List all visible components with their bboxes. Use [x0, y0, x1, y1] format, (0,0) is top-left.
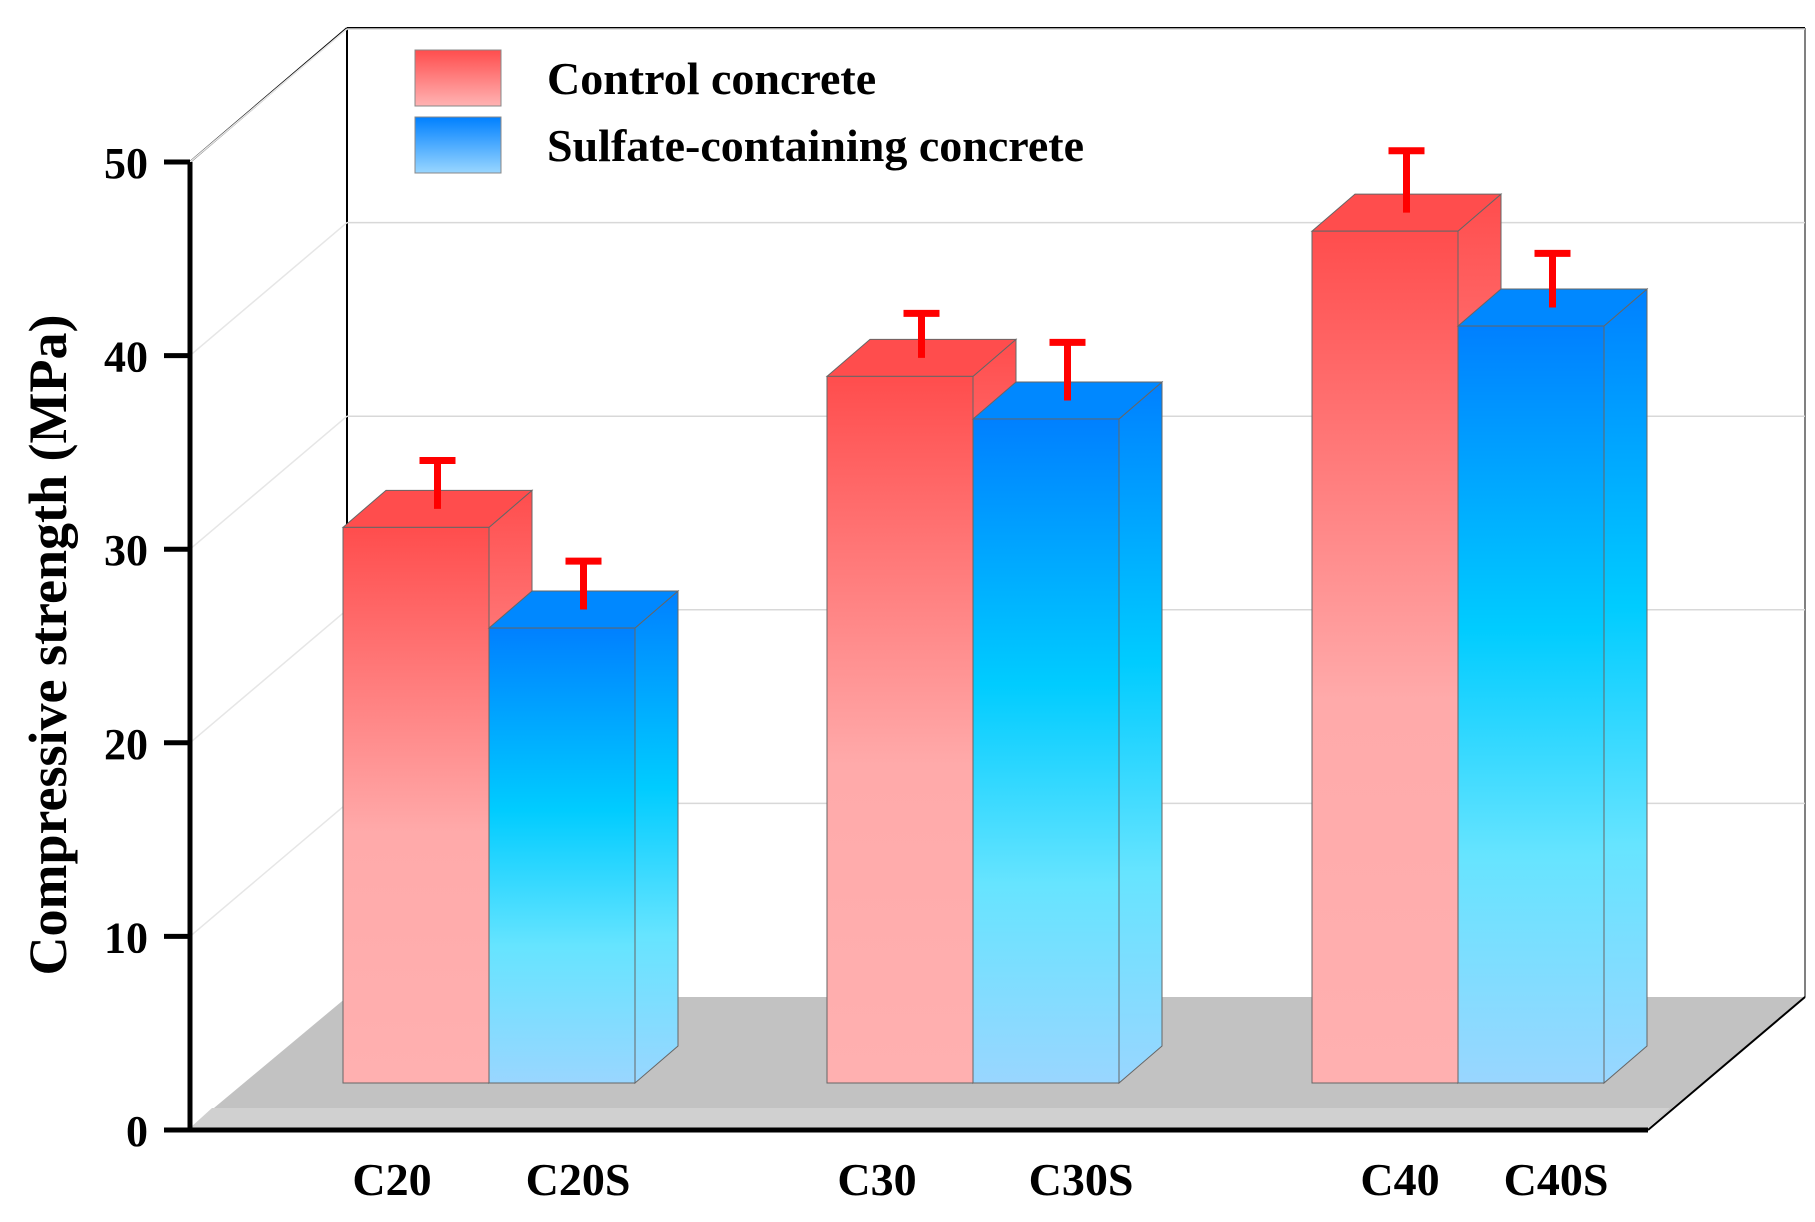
floor-front-strip — [190, 1108, 1670, 1128]
gridline-side-40 — [189, 222, 348, 357]
bar-c20 — [342, 526, 490, 1084]
legend-label-control: Control concrete — [547, 53, 876, 104]
error-bar-c20s — [565, 557, 602, 610]
floor-right-edge — [1647, 996, 1806, 1131]
error-bars-group — [419, 147, 1571, 610]
error-bar-c40s — [1534, 249, 1571, 308]
x-label-c20s: C20S — [526, 1154, 631, 1205]
error-bar-c30 — [903, 309, 940, 358]
x-label-c30: C30 — [837, 1154, 916, 1205]
bar-side-c20s — [634, 589, 679, 1085]
x-labels-group: C20 C20S C30 C30S C40 C40S — [352, 1154, 1608, 1205]
y-tick-label-50: 50 — [104, 139, 148, 188]
y-tick-label-0: 0 — [126, 1107, 148, 1156]
bars-group — [341, 193, 1649, 1085]
x-label-c40: C40 — [1360, 1154, 1439, 1205]
legend-label-sulfate: Sulfate-containing concrete — [547, 120, 1084, 171]
error-bar-c20 — [419, 456, 456, 509]
gridline-side-10 — [189, 802, 348, 937]
y-tick-label-10: 10 — [104, 913, 148, 962]
error-bar-c40 — [1388, 147, 1425, 213]
y-tick-label-20: 20 — [104, 720, 148, 769]
legend: Control concrete Sulfate-containing conc… — [414, 49, 1084, 174]
bar-c30s — [972, 418, 1120, 1084]
bar-c30 — [826, 375, 974, 1084]
gridline-side-50 — [189, 28, 348, 163]
y-tick-label-40: 40 — [104, 333, 148, 382]
y-tick-label-30: 30 — [104, 526, 148, 575]
x-label-c30s: C30S — [1029, 1154, 1134, 1205]
bar-side-c40s — [1603, 287, 1648, 1085]
legend-swatch-sulfate — [414, 116, 502, 174]
gridline-side-20 — [189, 609, 348, 744]
error-bar-c30s — [1049, 338, 1086, 401]
bar-c20s — [488, 627, 636, 1084]
legend-swatch-control — [414, 49, 502, 107]
y-ticks-group: 0 10 20 30 40 50 — [104, 139, 190, 1156]
x-label-c20: C20 — [352, 1154, 431, 1205]
y-axis-title: Compressive strength (MPa) — [18, 315, 78, 976]
x-label-c40s: C40S — [1504, 1154, 1609, 1205]
bar-side-c30s — [1118, 380, 1163, 1085]
bar-c40s — [1457, 325, 1605, 1084]
gridline-side-30 — [189, 415, 348, 550]
bar-c40 — [1311, 230, 1459, 1084]
